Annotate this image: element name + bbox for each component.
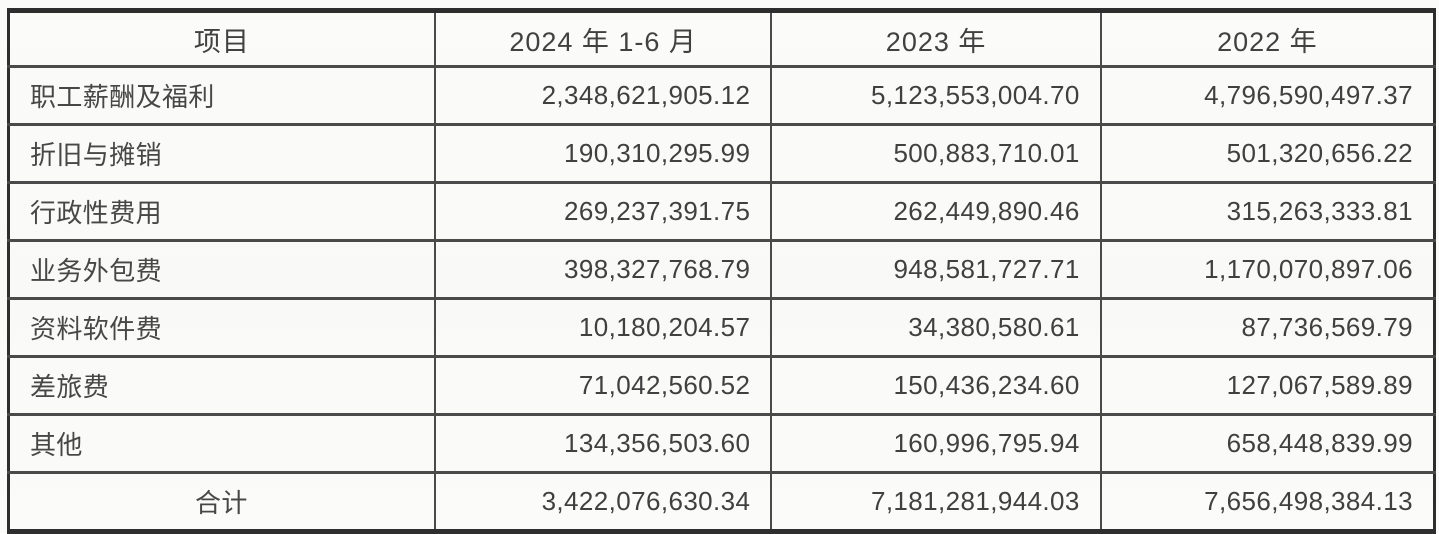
value-2022-cell: 4,796,590,497.37: [1099, 65, 1436, 126]
value-2023-cell: 948,581,727.71: [770, 239, 1102, 300]
column-header-2024: 2024 年 1-6 月: [433, 9, 773, 68]
table-row: 业务外包费 398,327,768.79 948,581,727.71 1,17…: [7, 239, 1436, 300]
item-cell: 其他: [7, 413, 436, 474]
value-2022-cell: 501,320,656.22: [1099, 123, 1436, 184]
value-2022-cell: 1,170,070,897.06: [1099, 239, 1436, 300]
value-2022-cell: 315,263,333.81: [1099, 181, 1436, 242]
value-2024-cell: 134,356,503.60: [433, 413, 773, 474]
total-label-cell: 合计: [7, 471, 436, 533]
column-header-item: 项目: [7, 9, 436, 68]
item-cell: 差旅费: [7, 355, 436, 416]
value-2024-cell: 3,422,076,630.34: [433, 471, 773, 533]
value-2023-cell: 7,181,281,944.03: [770, 471, 1102, 533]
value-2024-cell: 269,237,391.75: [433, 181, 773, 242]
value-2023-cell: 262,449,890.46: [770, 181, 1102, 242]
item-cell: 行政性费用: [7, 181, 436, 242]
table-row: 职工薪酬及福利 2,348,621,905.12 5,123,553,004.7…: [7, 65, 1436, 126]
value-2024-cell: 71,042,560.52: [433, 355, 773, 416]
item-cell: 职工薪酬及福利: [7, 65, 436, 126]
value-2023-cell: 500,883,710.01: [770, 123, 1102, 184]
value-2024-cell: 2,348,621,905.12: [433, 65, 773, 126]
table-row: 资料软件费 10,180,204.57 34,380,580.61 87,736…: [7, 297, 1436, 358]
expenses-table: 项目 2024 年 1-6 月 2023 年 2022 年 职工薪酬及福利 2,…: [7, 8, 1436, 534]
table-row: 差旅费 71,042,560.52 150,436,234.60 127,067…: [7, 355, 1436, 416]
value-2024-cell: 398,327,768.79: [433, 239, 773, 300]
value-2023-cell: 160,996,795.94: [770, 413, 1102, 474]
value-2022-cell: 127,067,589.89: [1099, 355, 1436, 416]
value-2023-cell: 5,123,553,004.70: [770, 65, 1102, 126]
column-header-2022: 2022 年: [1099, 9, 1436, 68]
table-row: 其他 134,356,503.60 160,996,795.94 658,448…: [7, 413, 1436, 474]
value-2024-cell: 10,180,204.57: [433, 297, 773, 358]
value-2024-cell: 190,310,295.99: [433, 123, 773, 184]
table-row: 折旧与摊销 190,310,295.99 500,883,710.01 501,…: [7, 123, 1436, 184]
value-2023-cell: 150,436,234.60: [770, 355, 1102, 416]
value-2022-cell: 87,736,569.79: [1099, 297, 1436, 358]
item-cell: 折旧与摊销: [7, 123, 436, 184]
value-2022-cell: 7,656,498,384.13: [1099, 471, 1436, 533]
item-cell: 资料软件费: [7, 297, 436, 358]
table-row: 行政性费用 269,237,391.75 262,449,890.46 315,…: [7, 181, 1436, 242]
item-cell: 业务外包费: [7, 239, 436, 300]
value-2023-cell: 34,380,580.61: [770, 297, 1102, 358]
column-header-2023: 2023 年: [770, 9, 1102, 68]
table-row-total: 合计 3,422,076,630.34 7,181,281,944.03 7,6…: [7, 471, 1436, 533]
header-row: 项目 2024 年 1-6 月 2023 年 2022 年: [7, 9, 1436, 68]
value-2022-cell: 658,448,839.99: [1099, 413, 1436, 474]
